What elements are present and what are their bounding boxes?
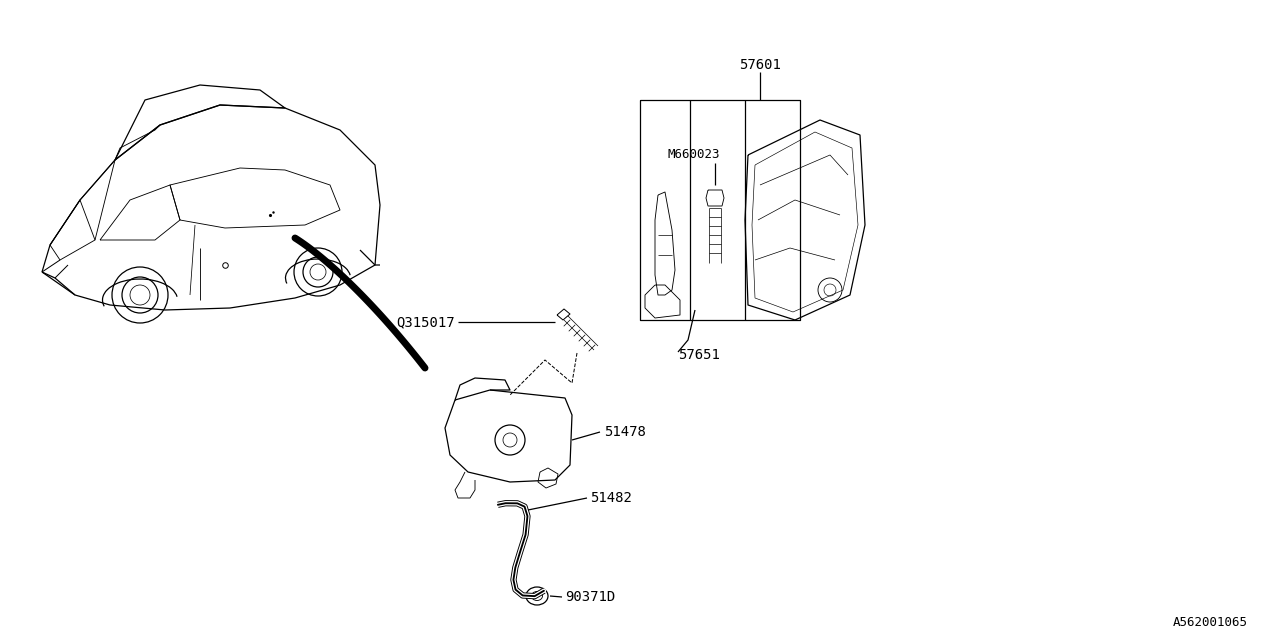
Text: Q315017: Q315017: [397, 315, 454, 329]
Text: 57601: 57601: [739, 58, 781, 72]
Text: 57651: 57651: [678, 348, 719, 362]
Text: A562001065: A562001065: [1172, 616, 1248, 628]
Text: 51482: 51482: [590, 491, 632, 505]
Text: M660023: M660023: [668, 148, 721, 161]
Text: 90371D: 90371D: [564, 590, 616, 604]
Text: 51478: 51478: [604, 425, 646, 439]
